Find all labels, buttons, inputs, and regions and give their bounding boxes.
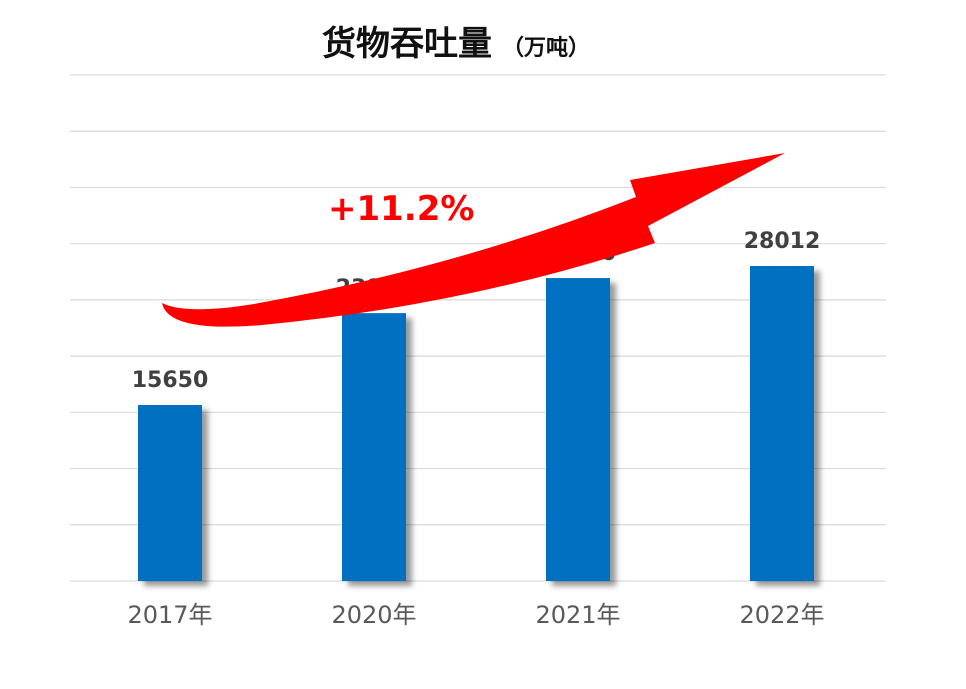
chart-unit: （万吨） <box>502 36 590 61</box>
growth-arrow-icon <box>162 153 785 327</box>
data-label: 15650 <box>132 368 209 393</box>
bar-2021年 <box>546 278 610 581</box>
bar-2017年 <box>138 405 202 581</box>
bars <box>138 266 814 581</box>
growth-label: +11.2% <box>328 189 474 229</box>
category-label: 2022年 <box>739 601 824 629</box>
category-label: 2017年 <box>127 601 212 629</box>
chart-title-group: 货物吞吐量 （万吨） <box>322 24 590 64</box>
bar-2022年 <box>750 266 814 581</box>
category-label: 2020年 <box>331 601 416 629</box>
chart-title: 货物吞吐量 <box>322 24 492 64</box>
gridlines <box>70 74 886 582</box>
bar-2020年 <box>342 313 406 581</box>
category-label: 2021年 <box>535 601 620 629</box>
data-label: 28012 <box>744 229 821 254</box>
category-labels: 2017年 2020年 2021年 2022年 <box>127 601 824 629</box>
